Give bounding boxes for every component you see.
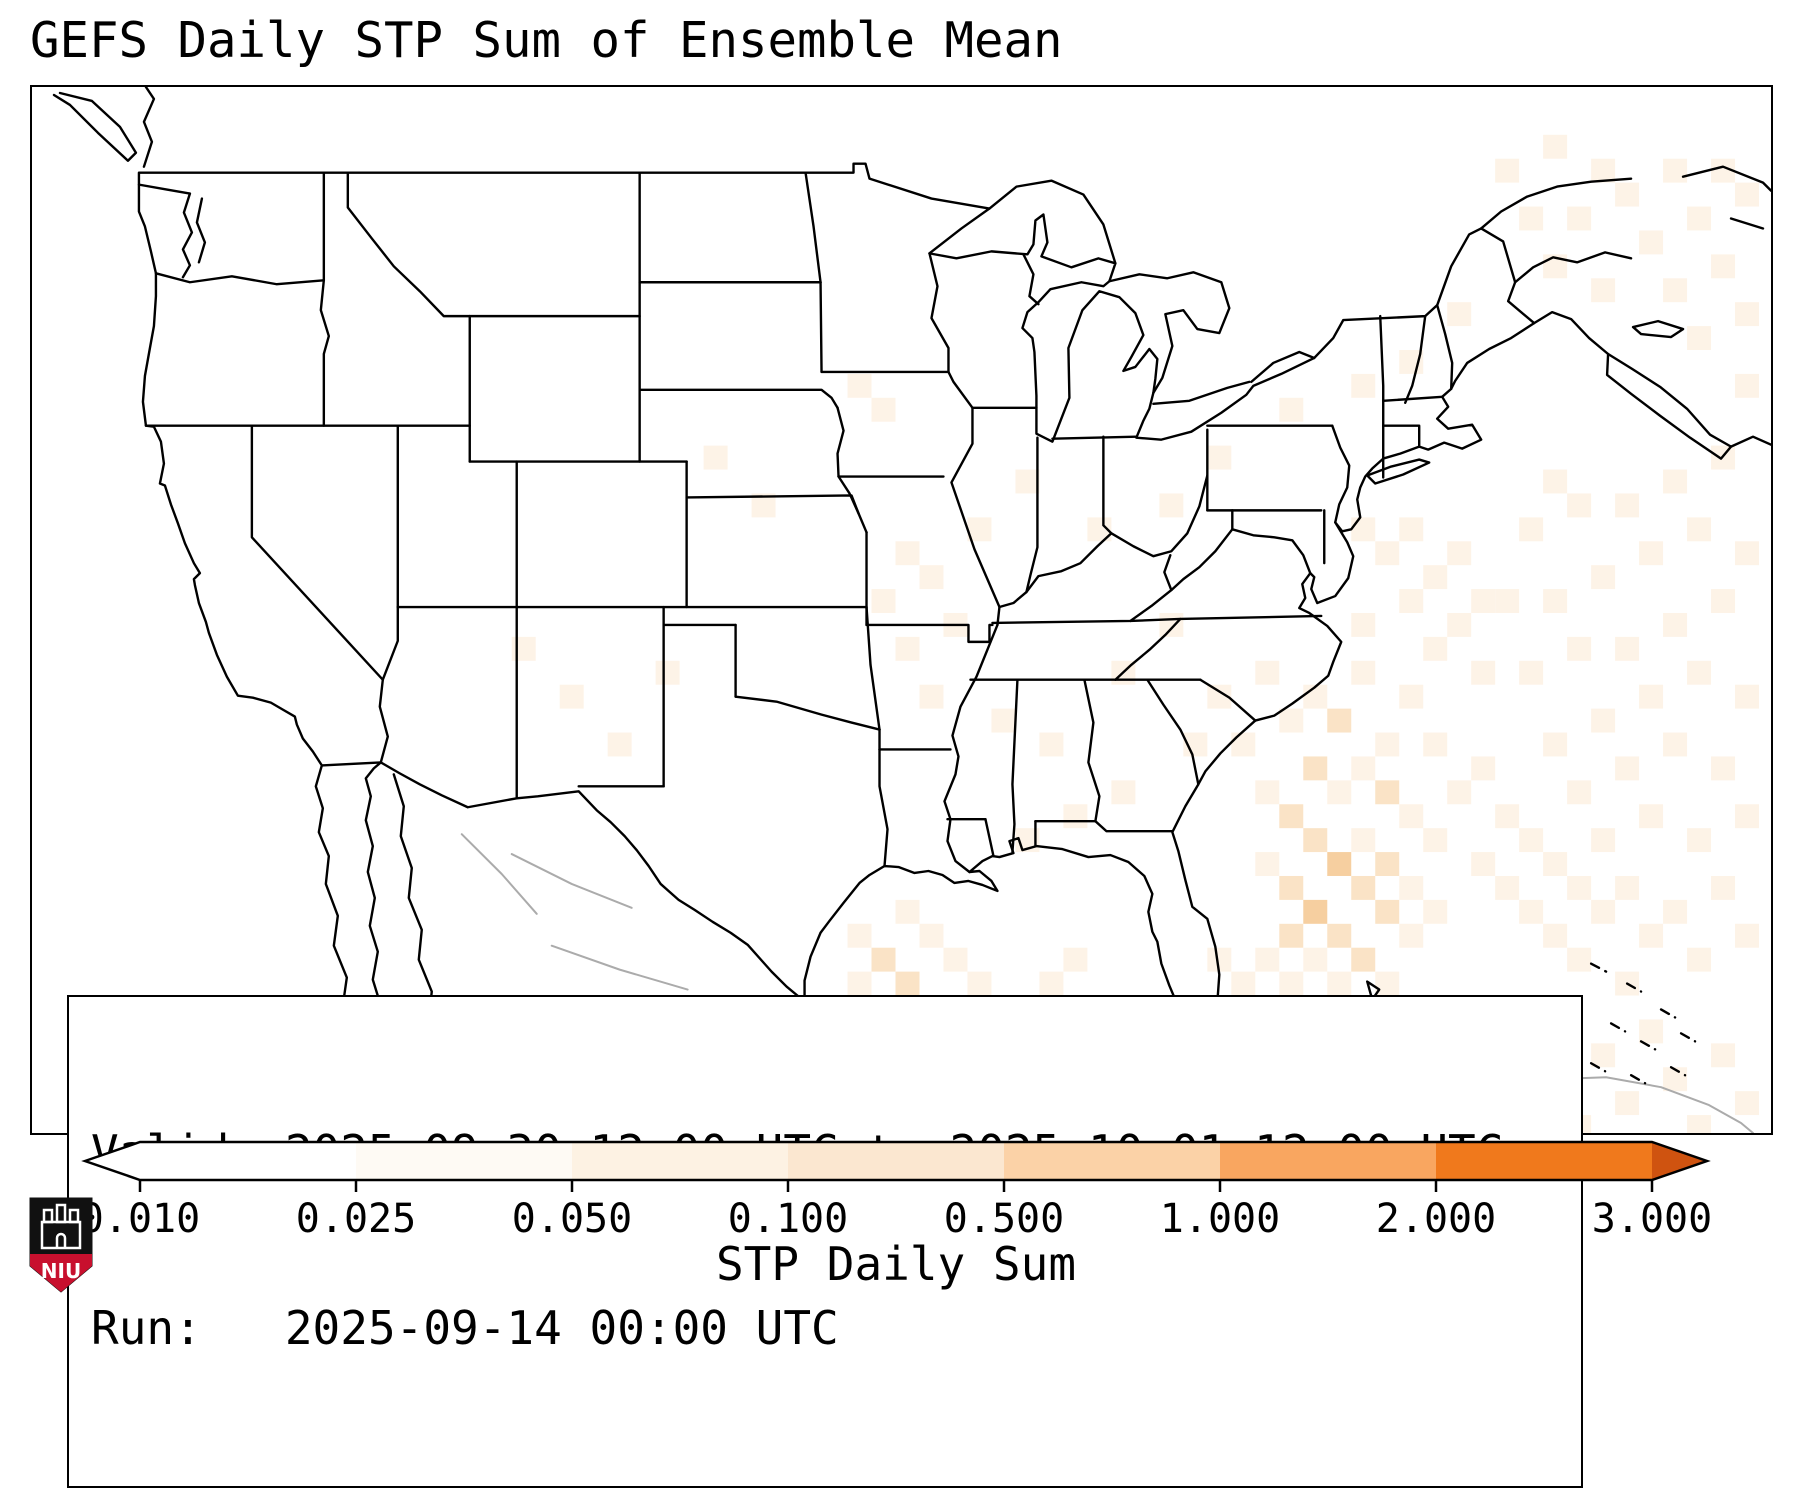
colorbar: 0.010 0.025 0.050 0.100 0.500 1.000 2.000 3.000… (30, 1138, 1770, 1298)
stp-shading-overlay (248, 135, 1759, 1133)
run-text: Run: 2025-09-14 00:00 UTC (91, 1299, 1559, 1358)
niu-logo: NIU (28, 1196, 94, 1294)
colorbar-bar: 0.010 0.025 0.050 0.100 0.500 1.000 2.000 3.000 (80, 1142, 1712, 1242)
map-canvas: Valid: 2025-09-30 12:00 UTC to 2025-10-0… (30, 85, 1773, 1135)
colorbar-tick-label: 0.100 (728, 1196, 848, 1242)
colorbar-tick-label: 1.000 (1160, 1196, 1280, 1242)
colorbar-tick-label: 0.010 (80, 1196, 200, 1242)
niu-logo-text: NIU (41, 1259, 81, 1283)
nova-scotia (1607, 354, 1731, 459)
colorbar-tick-label: 0.050 (512, 1196, 632, 1242)
colorbar-tick-label: 2.000 (1376, 1196, 1496, 1242)
colorbar-axis-label: STP Daily Sum (716, 1237, 1076, 1291)
colorbar-tick-label: 0.025 (296, 1196, 416, 1242)
colorbar-tick-label: 0.500 (944, 1196, 1064, 1242)
us-map (32, 87, 1771, 1133)
colorbar-tick-label: 3.000 (1592, 1196, 1712, 1242)
figure-title: GEFS Daily STP Sum of Ensemble Mean (30, 12, 1063, 71)
